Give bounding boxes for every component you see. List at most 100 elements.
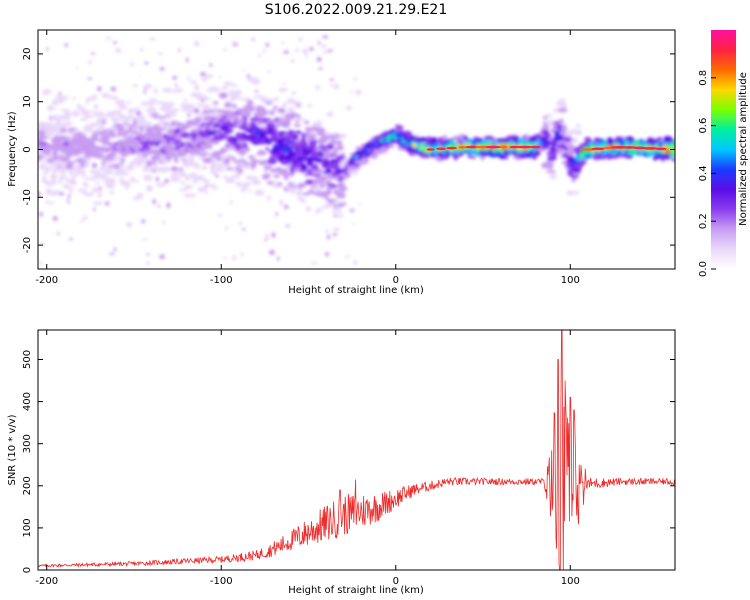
spectrogram-noise: [45, 200, 50, 205]
spectrogram-noise: [129, 222, 132, 228]
spectrogram-noise: [355, 89, 362, 96]
spectrogram-cell: [131, 179, 140, 183]
spectrogram-noise: [54, 107, 57, 110]
spectrogram-cell: [309, 134, 317, 140]
spectrogram-cell: [175, 88, 184, 92]
snr-xlabel: Height of straight line (km): [288, 585, 424, 596]
spectrogram-cell: [212, 101, 219, 105]
spectrogram-cell: [232, 89, 243, 96]
spectrogram-cell: [333, 197, 340, 202]
spectrogram-cell: [319, 175, 329, 179]
spectrogram-cell: [115, 109, 121, 115]
spectrogram-cell: [164, 125, 173, 129]
spectrogram-cell: [46, 181, 52, 187]
spectrogram-cell: [187, 122, 194, 127]
spectrogram-cell: [193, 107, 200, 114]
x-tick-label: -200: [35, 275, 58, 286]
spectrogram-peak-cell: [591, 147, 605, 151]
spectrogram-cell: [238, 158, 246, 163]
spectrogram-cell: [122, 84, 133, 88]
spectrogram-cell: [157, 115, 168, 119]
spectrogram-cell: [146, 160, 153, 167]
spectrogram-cell: [84, 161, 90, 168]
spectrogram-peak-cell: [500, 145, 508, 149]
spectrogram-noise: [269, 249, 275, 255]
figure-title: S106.2022.009.21.29.E21: [265, 2, 448, 18]
spectrogram-cell: [108, 129, 116, 133]
spectrogram-noise: [104, 201, 110, 206]
spectrogram-cell: [573, 190, 580, 195]
spectrogram-cell: [80, 109, 90, 116]
spectrogram-cell: [205, 183, 211, 187]
spectrogram-cell: [291, 185, 300, 188]
spectrogram-cell: [547, 170, 557, 174]
spectrogram-cell: [201, 97, 211, 101]
spectrogram-cell: [282, 102, 288, 108]
spectrogram-cell: [261, 151, 267, 155]
spectrogram-noise: [113, 41, 117, 44]
spectrogram-cell: [46, 143, 55, 148]
spectrogram-noise: [178, 48, 181, 53]
spectrogram-cell: [194, 175, 205, 181]
spectrogram-cell: [277, 107, 286, 114]
spectrogram-cell: [38, 151, 43, 155]
spectrogram-cell: [470, 156, 476, 159]
spectrogram-cell: [243, 115, 248, 122]
spectrogram-cell: [197, 186, 206, 193]
spectrogram-cell: [293, 123, 302, 127]
spectrogram-noise: [159, 67, 165, 71]
spectrogram-cell: [148, 98, 158, 102]
spectrogram-noise: [209, 63, 213, 67]
spectrogram-cell: [317, 120, 322, 124]
spectrogram-cell: [201, 164, 208, 170]
snr-series-line: [38, 330, 675, 570]
spectrogram-cell: [117, 130, 122, 137]
spectrogram-cell: [186, 136, 192, 140]
spectrogram-noise: [97, 86, 102, 92]
spectrogram-cell: [305, 126, 312, 133]
spectrogram-cell: [405, 131, 412, 136]
spectrogram-cell: [131, 131, 140, 135]
spectrogram-cell: [155, 183, 166, 188]
spectrogram-noise: [254, 90, 259, 93]
spectrogram-noise: [247, 190, 253, 193]
spectrogram-noise: [295, 47, 299, 53]
spectrogram-cell: [59, 97, 65, 103]
spectrogram-cell: [177, 173, 188, 177]
spectrogram-noise: [332, 233, 337, 237]
spectrogram-cell: [42, 89, 53, 93]
spectrogram-cell: [296, 130, 301, 135]
x-tick-label: -100: [210, 576, 233, 587]
spectrogram-noise: [58, 192, 65, 196]
spectrogram-cell: [305, 205, 311, 212]
spectrogram-cell: [136, 126, 147, 129]
spectrogram-cell: [84, 177, 95, 181]
spectrogram-cell: [281, 119, 291, 126]
spectrogram-cell: [314, 148, 325, 151]
spectrogram-cell: [322, 165, 329, 169]
spectrogram-noise: [275, 212, 278, 216]
spectrogram-cell: [146, 168, 153, 172]
spectrogram-cell: [305, 179, 315, 185]
spectrogram-cell: [171, 153, 178, 158]
spectrogram-cell: [249, 162, 257, 169]
spectrogram-cell: [557, 107, 568, 113]
snr-x-axis: -200 -100 0 100: [35, 330, 580, 587]
spectrogram-cell: [569, 149, 575, 154]
spectrogram-cell: [548, 135, 555, 142]
spectrogram-noise: [109, 190, 115, 195]
spectrogram-cell: [576, 162, 587, 165]
spectrogram-cell: [111, 178, 116, 185]
spectrogram-cell: [445, 150, 451, 157]
spectrogram-cell: [338, 202, 348, 206]
spectrogram-noise: [64, 43, 69, 47]
spectrogram-cell: [78, 169, 86, 175]
spectrogram-cell: [424, 152, 431, 158]
spectrogram-peak-cell: [655, 147, 667, 151]
spectrogram-cell: [245, 112, 252, 118]
snr-panel: -200 -100 0 100 0 100 200 300 400 500 Height of …: [7, 329, 676, 596]
spectrogram-cell: [160, 133, 165, 138]
spectrogram-cell: [243, 147, 251, 152]
spectrogram-cell: [338, 133, 347, 139]
spectrogram-cell: [220, 86, 230, 90]
